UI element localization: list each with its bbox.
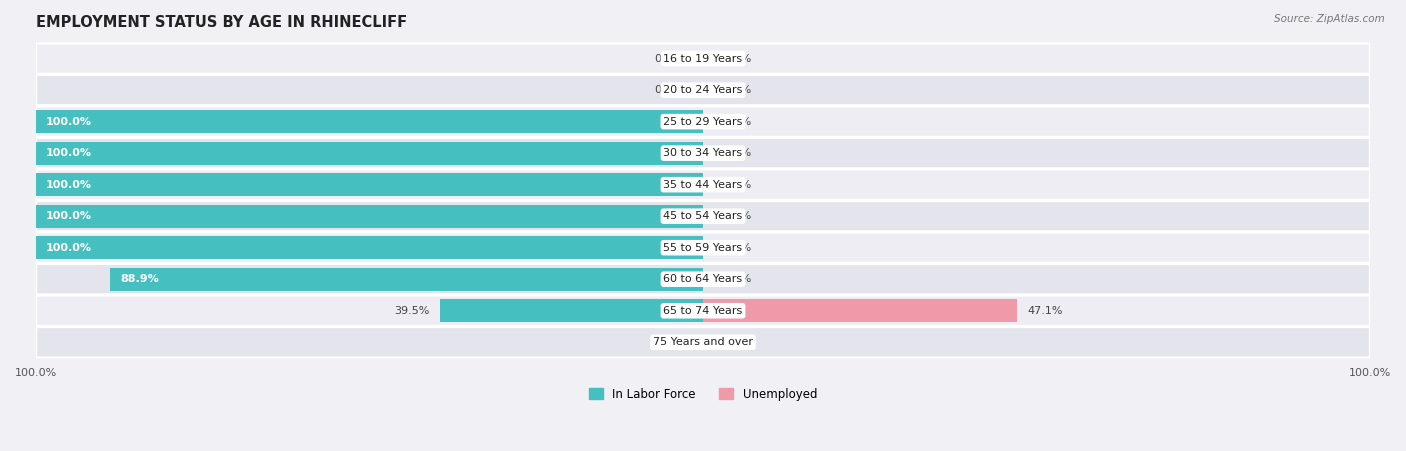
- Text: 0.0%: 0.0%: [655, 54, 683, 64]
- Text: 55 to 59 Years: 55 to 59 Years: [664, 243, 742, 253]
- Bar: [703, 299, 1017, 322]
- Text: 0.0%: 0.0%: [723, 54, 751, 64]
- FancyBboxPatch shape: [37, 43, 1369, 74]
- FancyBboxPatch shape: [37, 327, 1369, 357]
- FancyBboxPatch shape: [37, 201, 1369, 231]
- Text: 16 to 19 Years: 16 to 19 Years: [664, 54, 742, 64]
- FancyBboxPatch shape: [37, 295, 1369, 326]
- Text: 0.0%: 0.0%: [723, 337, 751, 347]
- Text: 47.1%: 47.1%: [1028, 306, 1063, 316]
- Text: 75 Years and over: 75 Years and over: [652, 337, 754, 347]
- Text: 39.5%: 39.5%: [394, 306, 430, 316]
- Legend: In Labor Force, Unemployed: In Labor Force, Unemployed: [583, 383, 823, 405]
- Text: 65 to 74 Years: 65 to 74 Years: [664, 306, 742, 316]
- Text: 30 to 34 Years: 30 to 34 Years: [664, 148, 742, 158]
- Bar: [37, 173, 703, 196]
- Text: 0.0%: 0.0%: [723, 179, 751, 190]
- Text: 100.0%: 100.0%: [46, 117, 93, 127]
- FancyBboxPatch shape: [37, 264, 1369, 295]
- Text: 100.0%: 100.0%: [46, 243, 93, 253]
- Text: 25 to 29 Years: 25 to 29 Years: [664, 117, 742, 127]
- Text: 45 to 54 Years: 45 to 54 Years: [664, 211, 742, 221]
- Text: 0.0%: 0.0%: [723, 211, 751, 221]
- Bar: [110, 268, 703, 290]
- Text: 0.0%: 0.0%: [655, 337, 683, 347]
- Text: 100.0%: 100.0%: [46, 179, 93, 190]
- Text: 100.0%: 100.0%: [46, 211, 93, 221]
- FancyBboxPatch shape: [37, 75, 1369, 105]
- Text: 20 to 24 Years: 20 to 24 Years: [664, 85, 742, 95]
- Text: 0.0%: 0.0%: [655, 85, 683, 95]
- Text: 88.9%: 88.9%: [120, 274, 159, 284]
- Text: 35 to 44 Years: 35 to 44 Years: [664, 179, 742, 190]
- Bar: [37, 236, 703, 259]
- Text: 100.0%: 100.0%: [46, 148, 93, 158]
- Bar: [37, 205, 703, 228]
- FancyBboxPatch shape: [37, 138, 1369, 168]
- Text: 0.0%: 0.0%: [723, 274, 751, 284]
- Text: 0.0%: 0.0%: [723, 117, 751, 127]
- Bar: [37, 110, 703, 133]
- Text: 0.0%: 0.0%: [723, 148, 751, 158]
- Bar: [37, 142, 703, 165]
- Text: Source: ZipAtlas.com: Source: ZipAtlas.com: [1274, 14, 1385, 23]
- FancyBboxPatch shape: [37, 170, 1369, 200]
- FancyBboxPatch shape: [37, 233, 1369, 263]
- Text: 0.0%: 0.0%: [723, 243, 751, 253]
- Text: 0.0%: 0.0%: [723, 85, 751, 95]
- FancyBboxPatch shape: [37, 106, 1369, 137]
- Text: EMPLOYMENT STATUS BY AGE IN RHINECLIFF: EMPLOYMENT STATUS BY AGE IN RHINECLIFF: [37, 15, 408, 30]
- Text: 60 to 64 Years: 60 to 64 Years: [664, 274, 742, 284]
- Bar: [440, 299, 703, 322]
